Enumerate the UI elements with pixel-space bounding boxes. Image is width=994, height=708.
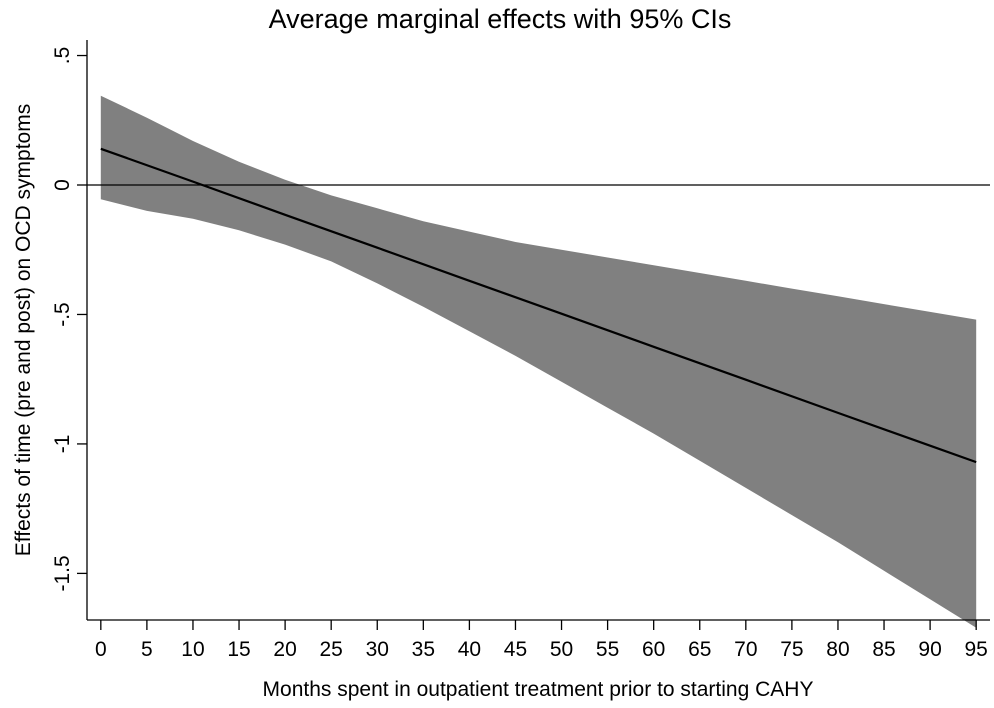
x-tick-label: 5 [141, 638, 153, 661]
ci-band-layer [100, 95, 977, 628]
x-tick-label: 25 [319, 638, 342, 661]
ci-band [100, 95, 977, 628]
x-tick-label: 15 [227, 638, 250, 661]
y-tick-label: -1.5 [51, 555, 74, 591]
x-tick-label: 10 [181, 638, 204, 661]
axes [86, 40, 990, 621]
x-tick-label: 45 [504, 638, 527, 661]
x-tick-label: 65 [688, 638, 711, 661]
x-tick-label: 35 [412, 638, 435, 661]
x-tick-label: 85 [872, 638, 895, 661]
chart-title: Average marginal effects with 95% CIs [269, 4, 732, 34]
x-tick-label: 60 [642, 638, 665, 661]
x-axis-title: Months spent in outpatient treatment pri… [263, 678, 814, 701]
y-axis-title: Effects of time (pre and post) on OCD sy… [12, 104, 35, 556]
effect-line-layer [100, 147, 977, 464]
x-tick-label: 70 [734, 638, 757, 661]
x-tick-label: 95 [964, 638, 987, 661]
y-tick-label: -.5 [51, 302, 74, 327]
x-tick-label: 50 [550, 638, 573, 661]
y-tick-label: -1 [51, 435, 74, 454]
x-tick-label: 30 [366, 638, 389, 661]
x-tick-label: 40 [458, 638, 481, 661]
marginal-effect-line [100, 147, 977, 464]
y-tick-label: .5 [51, 47, 74, 65]
x-tick-label: 90 [918, 638, 941, 661]
x-tick-label: 55 [596, 638, 619, 661]
y-tick-label: 0 [51, 179, 74, 191]
x-axis-ticks: 0 5 10 15 20 25 30 35 40 45 50 55 60 65 70 75 80 85 90 95 [95, 620, 988, 661]
x-tick-label: 80 [826, 638, 849, 661]
x-tick-label: 20 [273, 638, 296, 661]
y-axis-ticks: .5 0 -.5 -1 -1.5 [51, 47, 87, 591]
x-tick-label: 75 [780, 638, 803, 661]
x-tick-label: 0 [95, 638, 107, 661]
